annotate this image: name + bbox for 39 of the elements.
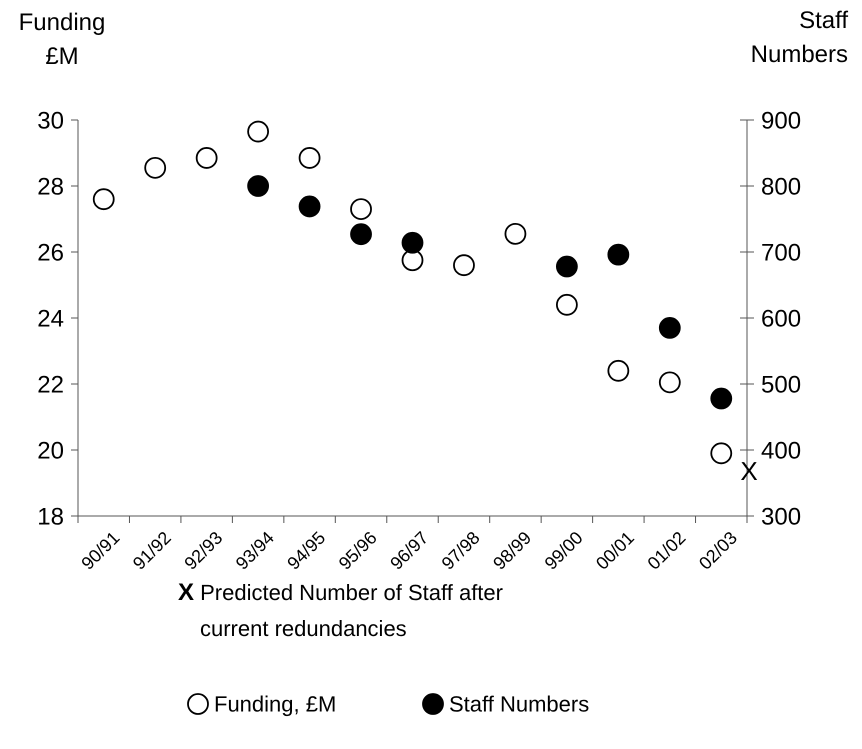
y2-tick-label: 400 [761,437,802,464]
point [453,254,475,276]
y-tick-label: 30 [37,107,64,134]
y-tick-label: 22 [37,371,64,398]
point [556,256,578,278]
point [504,222,526,245]
y2-tick-label: 700 [761,239,802,266]
point [350,198,372,220]
point [247,120,270,142]
y-axis-title: Funding £M [18,9,106,70]
point [402,232,424,254]
y2-tick-label: 900 [761,107,802,134]
point [556,294,578,316]
point [144,156,166,179]
y2-tick-label: 600 [761,305,802,332]
point [350,223,372,246]
y-tick-label: 24 [37,305,64,332]
point [658,317,681,339]
y-tick-label: 20 [37,437,64,464]
y-tick-label: 26 [37,239,64,266]
point [710,388,732,410]
point [247,175,270,197]
point [196,147,218,169]
y-tick-label: 28 [37,173,64,200]
point [298,147,320,169]
text: X Predicted Number of Staff after current redundancies [178,579,503,641]
point [298,196,320,218]
y2-tick-label: 300 [761,503,802,530]
point [607,244,630,266]
legend-label: Staff Numbers [449,692,590,717]
legend-label: Funding, £M [214,692,336,717]
y-tick-label: 18 [37,503,64,530]
point [658,371,681,394]
point [710,442,732,464]
y2-tick-label: 800 [761,173,802,200]
point [607,360,630,382]
point [92,188,115,210]
y2-tick-label: 500 [761,371,802,398]
y2-axis-title: Staff Numbers [750,7,848,68]
